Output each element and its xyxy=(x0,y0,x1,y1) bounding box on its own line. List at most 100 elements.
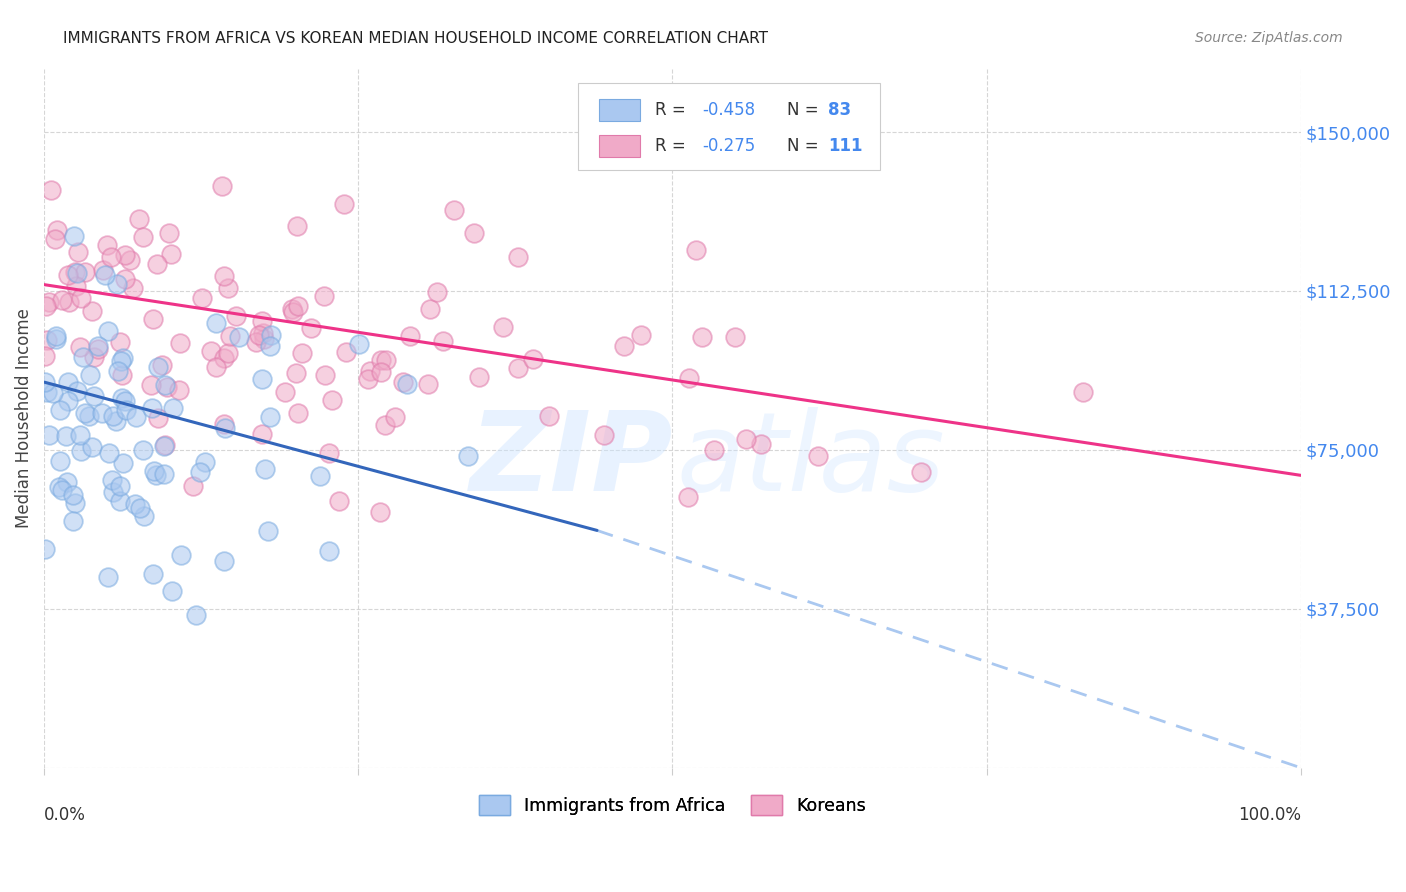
Point xyxy=(419,301,441,316)
Point xyxy=(44,232,66,246)
Point xyxy=(749,436,772,450)
Point xyxy=(167,383,190,397)
Point xyxy=(97,324,120,338)
Point xyxy=(259,338,281,352)
Point xyxy=(685,243,707,257)
Point xyxy=(492,319,515,334)
Point xyxy=(418,377,440,392)
Point xyxy=(142,312,165,326)
Point xyxy=(374,417,396,432)
Point xyxy=(87,343,110,357)
Text: -0.458: -0.458 xyxy=(703,101,755,119)
Point xyxy=(55,429,77,443)
Legend: Immigrants from Africa, Koreans: Immigrants from Africa, Koreans xyxy=(471,788,873,822)
Point xyxy=(181,479,204,493)
Point xyxy=(35,333,58,347)
Point xyxy=(287,406,309,420)
Point xyxy=(321,392,343,407)
Point xyxy=(79,368,101,383)
Point xyxy=(146,411,169,425)
FancyBboxPatch shape xyxy=(599,99,640,121)
Text: 0.0%: 0.0% xyxy=(44,806,86,824)
Point xyxy=(45,332,67,346)
Point xyxy=(63,229,86,244)
Point xyxy=(34,375,56,389)
Point xyxy=(41,182,63,196)
Point xyxy=(190,291,212,305)
Point xyxy=(108,479,131,493)
Point xyxy=(142,464,165,478)
Point xyxy=(432,334,454,348)
Point xyxy=(592,427,614,442)
Point xyxy=(108,335,131,350)
Point xyxy=(80,441,103,455)
Point xyxy=(250,372,273,386)
Text: atlas: atlas xyxy=(676,407,945,514)
Point xyxy=(630,327,652,342)
Point xyxy=(170,549,193,563)
Point xyxy=(58,375,80,389)
Point xyxy=(357,372,380,386)
Point xyxy=(132,443,155,458)
Point xyxy=(347,336,370,351)
Point xyxy=(318,543,340,558)
Point xyxy=(274,384,297,399)
Point xyxy=(217,346,239,360)
Point xyxy=(368,504,391,518)
Point xyxy=(96,237,118,252)
Point xyxy=(724,330,747,344)
Point xyxy=(83,350,105,364)
Point xyxy=(38,428,60,442)
Point xyxy=(157,226,180,240)
Point xyxy=(676,490,699,504)
Point xyxy=(162,401,184,415)
Point xyxy=(77,409,100,424)
Point xyxy=(108,494,131,508)
Point xyxy=(125,410,148,425)
Text: -0.275: -0.275 xyxy=(703,137,756,155)
Point xyxy=(56,475,79,489)
Point xyxy=(254,462,277,476)
Point xyxy=(101,409,124,424)
Point xyxy=(150,358,173,372)
Point xyxy=(188,465,211,479)
Point xyxy=(72,350,94,364)
FancyBboxPatch shape xyxy=(599,135,640,157)
Point xyxy=(65,279,87,293)
Point xyxy=(463,227,485,241)
FancyBboxPatch shape xyxy=(578,82,880,169)
Text: IMMIGRANTS FROM AFRICA VS KOREAN MEDIAN HOUSEHOLD INCOME CORRELATION CHART: IMMIGRANTS FROM AFRICA VS KOREAN MEDIAN … xyxy=(63,31,768,46)
Point xyxy=(537,409,560,423)
Point xyxy=(214,421,236,435)
Point xyxy=(73,407,96,421)
Point xyxy=(259,409,281,424)
Point xyxy=(124,498,146,512)
Point xyxy=(212,554,235,568)
Point xyxy=(111,368,134,382)
Point xyxy=(160,584,183,599)
Point xyxy=(49,454,72,468)
Point xyxy=(65,265,87,279)
Point xyxy=(426,285,449,299)
Point xyxy=(62,514,84,528)
Point xyxy=(110,354,132,368)
Point xyxy=(285,219,308,233)
Point xyxy=(48,479,70,493)
Point xyxy=(70,444,93,458)
Point xyxy=(257,524,280,538)
Point xyxy=(219,329,242,343)
Point xyxy=(287,299,309,313)
Text: 100.0%: 100.0% xyxy=(1237,806,1301,824)
Point xyxy=(160,247,183,261)
Point xyxy=(260,327,283,342)
Point xyxy=(49,403,72,417)
Point xyxy=(169,335,191,350)
Point xyxy=(506,250,529,264)
Point xyxy=(910,466,932,480)
Y-axis label: Median Household Income: Median Household Income xyxy=(15,308,32,528)
Text: N =: N = xyxy=(787,137,824,155)
Point xyxy=(1071,385,1094,400)
Point xyxy=(335,344,357,359)
Point xyxy=(42,385,65,400)
Point xyxy=(247,328,270,343)
